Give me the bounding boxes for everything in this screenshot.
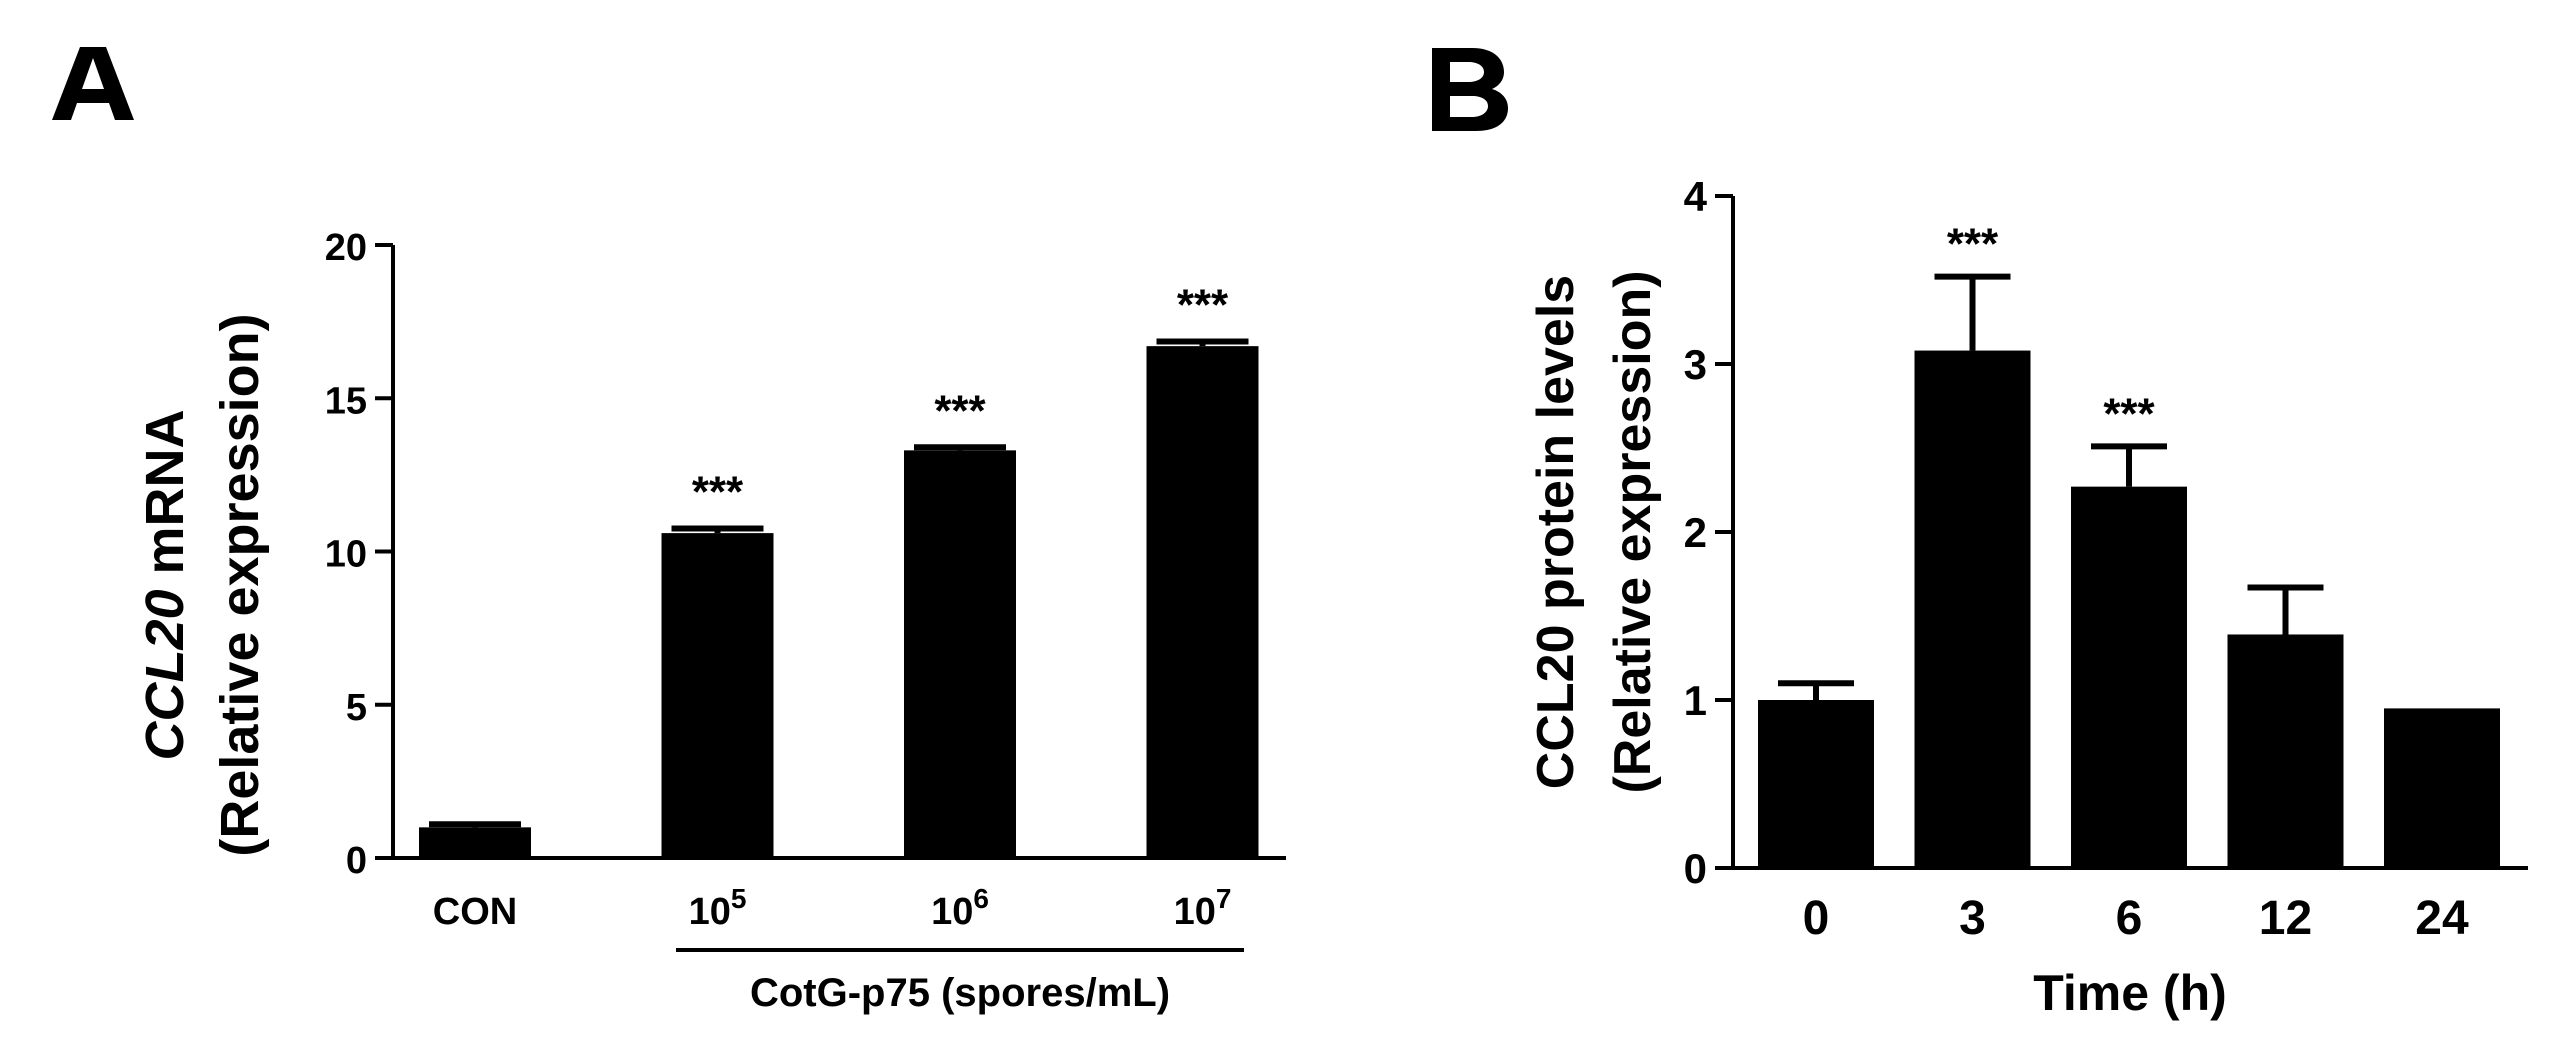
panel-a-x-tick-label-base-2: 10 — [931, 891, 973, 933]
panel-b-y-label-line1: CCL20 protein levels — [1527, 275, 1585, 789]
panel-b-x-tick-label-0: 0 — [1803, 892, 1830, 945]
panel-a-bar-0 — [419, 827, 531, 858]
panel-a-bar-2 — [904, 450, 1016, 858]
panel-a-bar-3 — [1146, 346, 1259, 858]
panel-b-bars: *** *** — [1758, 220, 2500, 868]
panel-b-bar-1 — [1914, 350, 2031, 868]
panel-b-bar-0 — [1758, 700, 1874, 868]
panel-b-x-tick-label-3: 12 — [2259, 892, 2312, 945]
panel-b-x-tick-label-2: 6 — [2116, 892, 2143, 945]
panel-b-x-tick-label-1: 3 — [1959, 892, 1986, 945]
panel-b-bar-4 — [2384, 708, 2500, 868]
panel-b-y-tick-label-0: 0 — [1684, 845, 1707, 892]
panel-a-y-label-italic: CCL20 — [135, 589, 195, 760]
panel-a-x-tick-label-base-0: CON — [433, 891, 517, 933]
panel-a-y-axis: 0 5 10 15 20 — [325, 227, 1286, 882]
panel-a-y-tick-label-3: 15 — [325, 380, 367, 422]
panel-a-y-tick-label-1: 5 — [346, 687, 367, 729]
panel-b-y-tick-label-2: 2 — [1684, 509, 1707, 556]
panel-a-y-label-rest: mRNA — [135, 409, 195, 589]
panel-b-y-label-line2: (Relative expression) — [1604, 270, 1662, 793]
panel-a-x-tick-label-3: 107 — [1174, 883, 1232, 933]
panel-a-group-label: CotG-p75 (spores/mL) — [750, 971, 1170, 1015]
panel-b-x-label: Time (h) — [2033, 965, 2227, 1021]
panel-a-x-tick-label-2: 106 — [931, 883, 989, 933]
panel-b-x-tick-label-4: 24 — [2415, 892, 2469, 945]
panel-a-y-tick-label-4: 20 — [325, 227, 367, 269]
panel-a-y-label-line1: CCL20 mRNA — [135, 409, 195, 760]
panel-b-significance-2: *** — [2103, 389, 2155, 438]
panel-a-y-tick-label-0: 0 — [346, 840, 367, 882]
panel-a-x-tick-label-0: CON — [433, 891, 517, 933]
panel-a-letter — [52, 47, 134, 120]
panel-a-x-tick-label-base-1: 10 — [689, 891, 731, 933]
panel-a-bars: *** *** *** — [419, 281, 1259, 858]
panel-a-x-tick-label-1: 105 — [689, 883, 747, 933]
panel-a-y-tick-label-2: 10 — [325, 534, 367, 576]
panel-a-x-tick-label-base-3: 10 — [1174, 891, 1216, 933]
panel-a-x-labels: CON 105 106 107 — [433, 883, 1232, 933]
panel-a-y-label-line2: (Relative expression) — [210, 313, 270, 856]
panel-b-y-tick-label-1: 1 — [1684, 677, 1707, 724]
panel-a-x-tick-label-exp-3: 7 — [1216, 883, 1232, 914]
panel-b-y-tick-label-4: 4 — [1684, 173, 1708, 220]
panel-b-significance-1: *** — [1947, 220, 1999, 269]
panel-a-significance-1: *** — [692, 468, 744, 517]
panel-a-significance-3: *** — [1177, 281, 1229, 330]
panel-a-significance-2: *** — [934, 386, 986, 435]
panel-b-letter — [1432, 48, 1508, 131]
panel-b-y-tick-label-3: 3 — [1684, 341, 1707, 388]
panel-b-bar-2 — [2071, 486, 2187, 868]
panel-a-bar-1 — [661, 533, 774, 858]
panel-b-bar-3 — [2227, 634, 2344, 868]
panel-b-x-labels: 0 3 6 12 24 — [1803, 892, 2469, 945]
panel-a-x-tick-label-exp-2: 6 — [973, 883, 989, 914]
panel-a-x-tick-label-exp-1: 5 — [731, 883, 747, 914]
